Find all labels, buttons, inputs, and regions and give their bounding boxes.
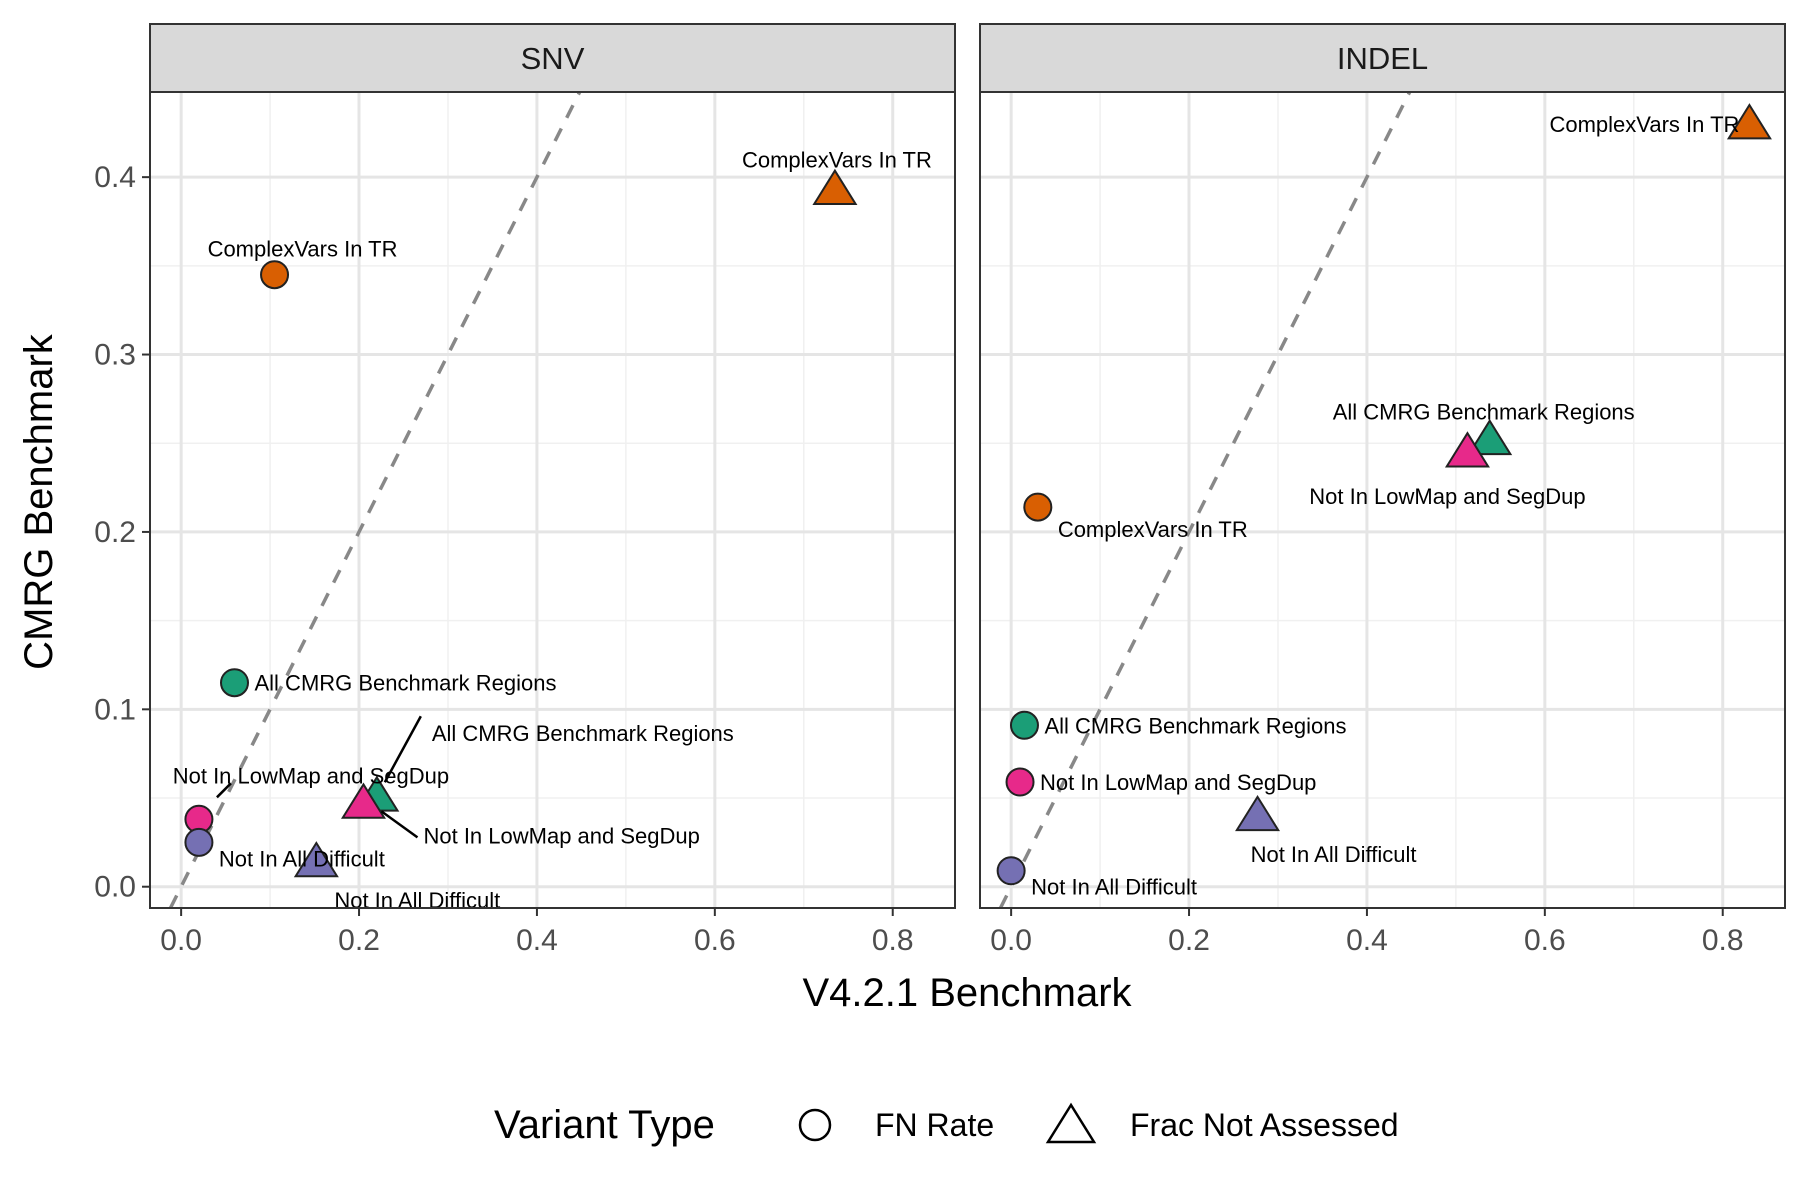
point-label: All CMRG Benchmark Regions [1044, 713, 1346, 738]
point-label: Not In LowMap and SegDup [1309, 484, 1585, 509]
x-tick-label: 0.8 [872, 924, 914, 957]
legend-item-label: FN Rate [875, 1107, 994, 1143]
point-circle [1005, 767, 1035, 797]
facet-strip [979, 23, 1786, 93]
point-triangle [340, 782, 386, 819]
legend-item-label: Frac Not Assessed [1130, 1107, 1399, 1143]
point-label: Not In All Difficult [1251, 842, 1417, 867]
x-tick-label: 0.2 [338, 924, 380, 957]
facet-strip-label: INDEL [1337, 41, 1428, 76]
point-circle [1009, 710, 1039, 740]
y-tick-label: 0.0 [94, 871, 136, 904]
label-leader-line [216, 782, 232, 799]
point-label: Not In LowMap and SegDup [173, 763, 449, 788]
point-circle [184, 827, 214, 857]
point-circle [260, 260, 290, 290]
point-triangle [1235, 794, 1281, 832]
legend-key-triangle [1045, 1102, 1097, 1144]
point-label: All CMRG Benchmark Regions [1333, 400, 1635, 425]
reference-line-y-equals-x [168, 91, 582, 909]
point-triangle [1467, 418, 1513, 456]
x-tick-label: 0.6 [1524, 924, 1566, 957]
facet-strip-label: SNV [521, 41, 585, 76]
point-circle [220, 668, 250, 698]
x-tick-label: 0.0 [160, 924, 202, 957]
x-axis-title: V4.2.1 Benchmark [802, 971, 1132, 1015]
point-label: All CMRG Benchmark Regions [432, 721, 734, 746]
point-triangle [1444, 431, 1490, 468]
reference-line-y-equals-x [998, 91, 1412, 909]
point-label: Not In All Difficult [219, 846, 385, 871]
y-tick-label: 0.2 [94, 516, 136, 549]
point-triangle [812, 168, 858, 205]
x-tick-label: 0.2 [1168, 924, 1210, 957]
point-label: ComplexVars In TR [208, 237, 398, 262]
point-label: Not In All Difficult [1031, 875, 1197, 900]
legend-title: Variant Type [494, 1103, 715, 1147]
point-label: All CMRG Benchmark Regions [255, 671, 557, 696]
y-tick-label: 0.1 [94, 693, 136, 726]
legend: Variant Type FN Rate Frac Not Assessed [494, 1102, 1399, 1147]
point-circle [996, 856, 1026, 886]
label-leader-line [380, 810, 419, 839]
panels-layer: ComplexVars In TR All CMRG Benchmark Regi… [94, 23, 1786, 957]
x-tick-label: 0.6 [694, 924, 736, 957]
y-axis-title: CMRG Benchmark [17, 333, 61, 670]
label-leader-line [383, 715, 422, 783]
legend-key-circle [798, 1108, 832, 1142]
point-circle [1023, 492, 1053, 522]
point-label: ComplexVars In TR [742, 148, 932, 173]
y-tick-label: 0.4 [94, 161, 136, 194]
point-triangle [293, 841, 339, 878]
y-tick-label: 0.3 [94, 339, 136, 372]
point-label: Not In LowMap and SegDup [1040, 770, 1316, 795]
x-tick-label: 0.8 [1702, 924, 1744, 957]
x-tick-label: 0.4 [516, 924, 558, 957]
x-tick-label: 0.4 [1346, 924, 1388, 957]
panel-background [150, 92, 955, 908]
point-triangle [1726, 103, 1772, 140]
point-label: Not In LowMap and SegDup [423, 823, 699, 848]
facet-strip [149, 23, 956, 93]
panel-indel: ComplexVars In TR All CMRG Benchmark Regi… [979, 23, 1786, 957]
x-tick-label: 0.0 [990, 924, 1032, 957]
panel-background [980, 92, 1785, 908]
panel-snv: ComplexVars In TR All CMRG Benchmark Regi… [94, 23, 956, 957]
point-label: ComplexVars In TR [1549, 112, 1739, 137]
point-label: ComplexVars In TR [1058, 517, 1248, 542]
